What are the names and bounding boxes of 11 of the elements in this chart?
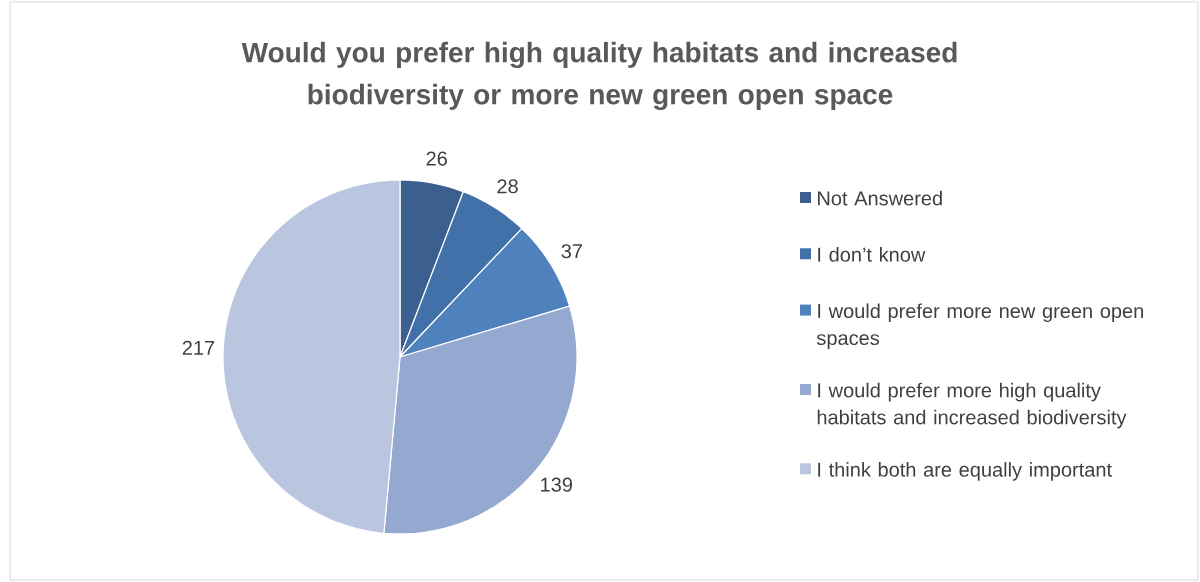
- data-label: 217: [182, 340, 215, 355]
- data-label: 37: [561, 244, 582, 259]
- legend-label: I think both are equally important: [818, 462, 1112, 481]
- legend-label: I don’t know: [818, 247, 926, 262]
- legend-label: Not Answered: [818, 190, 942, 206]
- chart-title: Would you prefer high quality habitats and increased biodiversity or more new green open space: [241, 41, 957, 111]
- legend-label: I would prefer more high quality habitats and increased biodiversity: [817, 382, 1127, 429]
- data-label: 28: [497, 179, 518, 194]
- data-label: 139: [541, 477, 572, 492]
- legend-label: I would prefer more new green open spaces: [816, 303, 1143, 350]
- data-label: 26: [426, 151, 447, 166]
